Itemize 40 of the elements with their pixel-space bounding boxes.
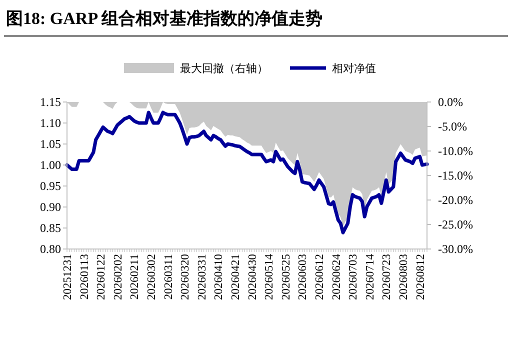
y2-tick-label: -25.0% xyxy=(438,218,473,232)
x-tick-label: 20260410 xyxy=(213,254,226,300)
x-tick-label: 20260122 xyxy=(96,254,108,300)
y2-tick-label: -30.0% xyxy=(438,242,473,256)
x-tick-label: 20260703 xyxy=(348,254,360,300)
y2-tick-label: -10.0% xyxy=(438,144,473,158)
x-tick-label: 20260803 xyxy=(398,254,410,300)
x-tick-label: 20260113 xyxy=(78,254,91,300)
x-tick-label: 20251231 xyxy=(62,254,74,300)
y-tick-label: 0.80 xyxy=(40,242,61,256)
x-tick-label: 20260331 xyxy=(196,254,208,300)
y-tick-label: 1.00 xyxy=(40,158,61,172)
x-tick-label: 20260320 xyxy=(180,254,192,300)
x-tick-label: 20260612 xyxy=(314,254,326,300)
x-tick-label: 20260723 xyxy=(381,254,394,300)
y2-tick-label: 0.0% xyxy=(438,95,463,109)
chart-title: 图18: GARP 组合相对基准指数的净值走势 xyxy=(6,9,322,28)
y-tick-label: 1.10 xyxy=(40,116,61,130)
y2-tick-label: -15.0% xyxy=(438,168,473,182)
x-tick-label: 20260714 xyxy=(364,254,376,300)
y-tick-label: 1.15 xyxy=(40,95,61,109)
x-tick-label: 20260430 xyxy=(246,254,259,300)
x-tick-label: 20260624 xyxy=(330,254,343,300)
y2-tick-label: -5.0% xyxy=(438,120,467,134)
x-tick-label: 20260202 xyxy=(112,254,124,300)
x-tick-label: 20260812 xyxy=(414,254,427,300)
x-tick-label: 20260603 xyxy=(297,254,310,300)
legend-label: 相对净值 xyxy=(332,62,376,75)
y2-tick-label: -20.0% xyxy=(438,193,473,207)
x-tick-label: 20260311 xyxy=(162,254,175,300)
y-tick-label: 0.90 xyxy=(40,200,61,214)
x-tick-label: 20260302 xyxy=(146,254,158,300)
x-tick-label: 20260421 xyxy=(230,254,242,300)
legend-label: 最大回撤（右轴） xyxy=(180,62,268,75)
x-tick-label: 20260514 xyxy=(264,254,276,300)
y-tick-label: 1.05 xyxy=(40,137,61,151)
y-tick-label: 0.85 xyxy=(40,221,61,235)
x-tick-label: 20260525 xyxy=(280,254,292,300)
x-tick-label: 20260211 xyxy=(129,254,142,300)
y-tick-label: 0.95 xyxy=(40,179,61,193)
